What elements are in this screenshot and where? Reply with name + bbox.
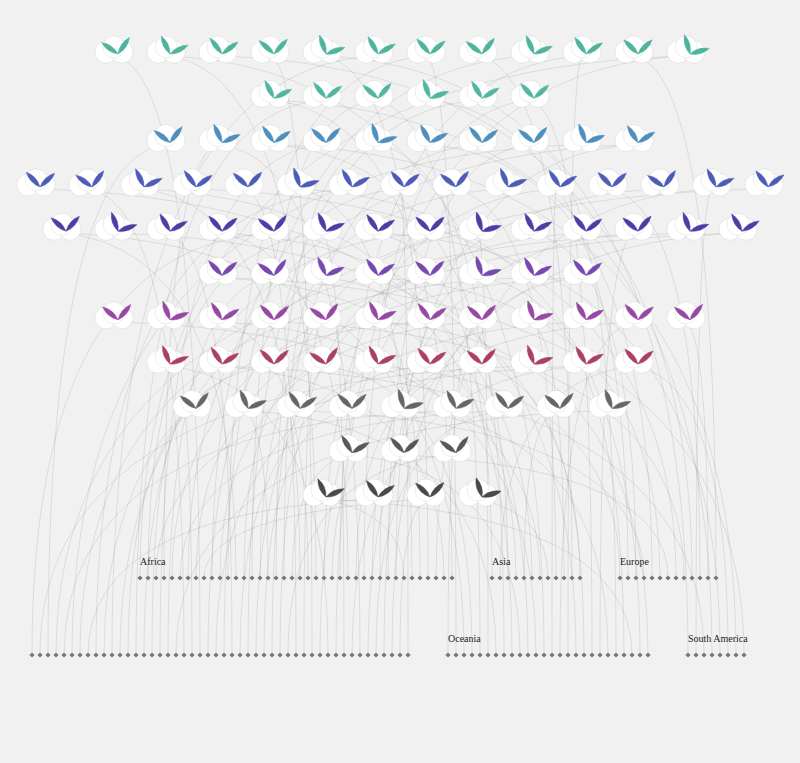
svg-text:South America: South America (688, 633, 748, 644)
svg-text:Asia: Asia (492, 556, 511, 567)
svg-text:Oceania: Oceania (448, 633, 481, 644)
svg-text:Africa: Africa (140, 556, 166, 567)
svg-text:Europe: Europe (620, 556, 649, 567)
